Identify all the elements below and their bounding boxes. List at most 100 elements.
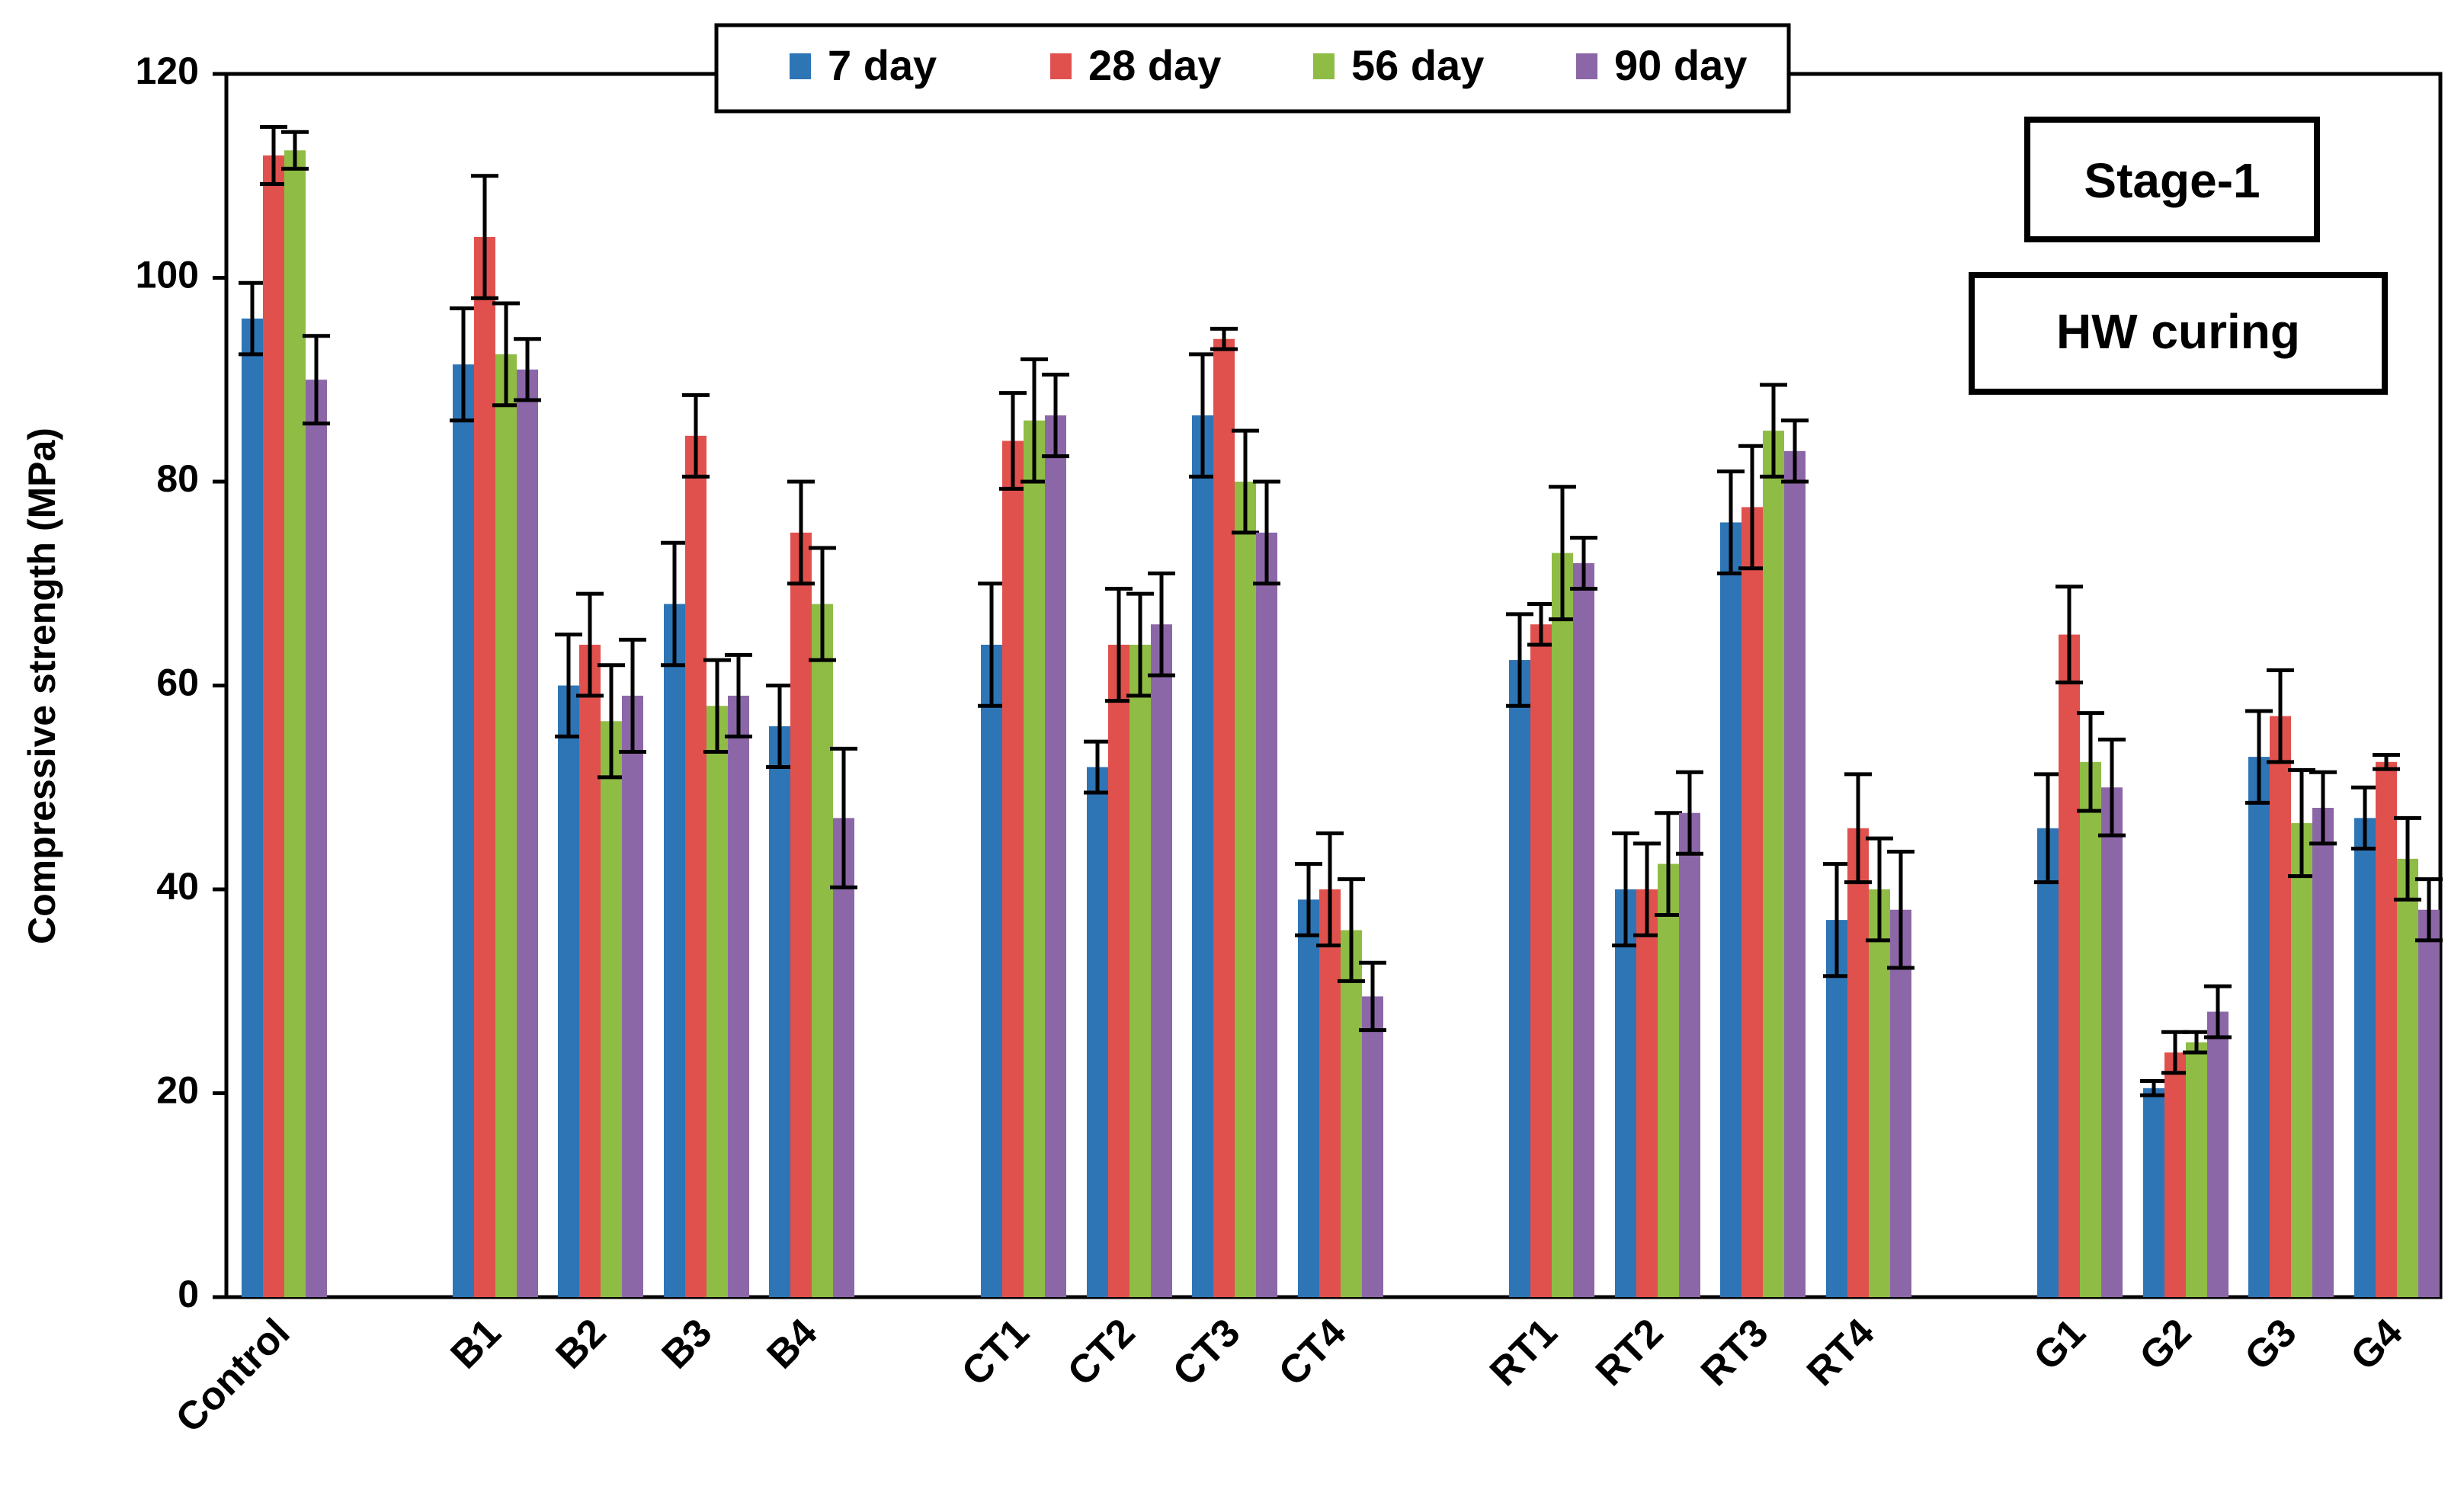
error-bar bbox=[471, 174, 498, 300]
error-bar bbox=[1738, 444, 1766, 571]
error-bar bbox=[1359, 960, 1386, 1033]
bar-group-g1 bbox=[2034, 585, 2126, 1297]
legend-swatch bbox=[1576, 53, 1597, 79]
x-tick-label: B4 bbox=[758, 1310, 825, 1377]
error-bar bbox=[2245, 709, 2273, 805]
bar-rt4-90-day bbox=[1890, 909, 1911, 1297]
bar-g3-28-day bbox=[2270, 716, 2291, 1297]
error-bar bbox=[1570, 536, 1597, 591]
error-bar bbox=[303, 334, 330, 426]
bar-ct4-7-day bbox=[1298, 899, 1319, 1297]
error-bar bbox=[1295, 862, 1322, 937]
bar-g4-56-day bbox=[2397, 858, 2418, 1297]
bar-g4-28-day bbox=[2376, 761, 2397, 1297]
error-bar bbox=[2140, 1078, 2168, 1097]
x-tick-label: CT3 bbox=[1165, 1310, 1248, 1394]
x-tick-label: CT2 bbox=[1059, 1310, 1143, 1394]
bar-ct4-90-day bbox=[1362, 996, 1383, 1297]
legend-label: 90 day bbox=[1614, 41, 1747, 89]
y-tick-label: 120 bbox=[136, 50, 199, 92]
error-bar bbox=[787, 479, 815, 586]
bar-b3-28-day bbox=[685, 435, 707, 1297]
bar-group-rt1 bbox=[1506, 485, 1597, 1297]
error-bar bbox=[1506, 612, 1533, 708]
bar-ct3-7-day bbox=[1192, 415, 1213, 1297]
bar-b1-7-day bbox=[453, 364, 474, 1297]
error-bar bbox=[1527, 602, 1555, 647]
error-bar bbox=[1338, 877, 1365, 983]
bar-b1-56-day bbox=[495, 354, 517, 1297]
bar-b2-56-day bbox=[601, 721, 622, 1297]
legend: 7 day 28 day 56 day 90 day bbox=[714, 23, 1791, 114]
bar-rt1-28-day bbox=[1530, 624, 1552, 1297]
error-bar bbox=[978, 581, 1005, 708]
error-bar bbox=[1253, 479, 1280, 586]
legend-item-28-day: 28 day bbox=[1050, 41, 1221, 89]
bar-b3-7-day bbox=[664, 604, 685, 1297]
y-axis: 0 20 40 60 80 100 120 bbox=[136, 50, 226, 1315]
error-bar bbox=[1823, 862, 1850, 979]
stage-annotation-label: Stage-1 bbox=[2084, 153, 2260, 208]
bar-control-28-day bbox=[263, 155, 284, 1297]
error-bar bbox=[809, 546, 836, 662]
error-bar bbox=[999, 391, 1027, 491]
x-tick-label: RT4 bbox=[1799, 1310, 1883, 1395]
legend-item-7-day: 7 day bbox=[790, 41, 937, 89]
error-bar bbox=[555, 633, 582, 738]
bar-ct2-28-day bbox=[1108, 645, 1129, 1297]
x-tick-label: RT1 bbox=[1482, 1310, 1565, 1394]
bar-rt3-90-day bbox=[1784, 450, 1806, 1297]
bar-b4-28-day bbox=[790, 532, 812, 1297]
bar-rt1-7-day bbox=[1509, 660, 1530, 1297]
y-tick-label: 60 bbox=[156, 662, 199, 704]
error-bar bbox=[703, 658, 731, 754]
bar-g2-7-day bbox=[2143, 1088, 2164, 1297]
bar-ct1-7-day bbox=[981, 645, 1002, 1297]
bar-rt2-28-day bbox=[1636, 889, 1658, 1297]
bar-group-rt4 bbox=[1823, 772, 1914, 1297]
x-tick-label: Control bbox=[168, 1310, 299, 1441]
error-bar bbox=[1232, 428, 1259, 535]
error-bar bbox=[1844, 772, 1872, 885]
error-bar bbox=[1676, 770, 1703, 856]
error-bar bbox=[661, 540, 688, 668]
bar-rt2-90-day bbox=[1679, 812, 1700, 1297]
bar-b2-28-day bbox=[579, 645, 601, 1297]
bar-g4-7-day bbox=[2354, 818, 2376, 1297]
bar-rt4-7-day bbox=[1826, 920, 1847, 1297]
error-bar bbox=[1316, 831, 1344, 948]
bar-b3-90-day bbox=[728, 695, 749, 1297]
error-bar bbox=[2394, 815, 2421, 902]
bar-g3-56-day bbox=[2291, 823, 2312, 1297]
bar-group-g2 bbox=[2140, 984, 2232, 1297]
error-bar bbox=[2415, 877, 2443, 943]
x-tick-label: G2 bbox=[2131, 1310, 2200, 1379]
bar-ct2-90-day bbox=[1151, 624, 1172, 1297]
legend-swatch bbox=[1313, 53, 1335, 79]
bar-b4-90-day bbox=[833, 818, 854, 1297]
x-tick-label: B3 bbox=[653, 1310, 720, 1377]
y-tick-label: 20 bbox=[156, 1069, 199, 1112]
bar-g1-28-day bbox=[2059, 634, 2080, 1297]
error-bar bbox=[619, 637, 646, 754]
bar-control-56-day bbox=[284, 150, 306, 1297]
bar-rt2-7-day bbox=[1615, 889, 1636, 1297]
legend-label: 56 day bbox=[1351, 41, 1484, 89]
bar-ct2-56-day bbox=[1129, 645, 1151, 1297]
error-bar bbox=[1887, 850, 1914, 970]
x-tick-label: CT1 bbox=[953, 1310, 1037, 1394]
error-bar bbox=[2288, 768, 2315, 879]
y-tick-label: 40 bbox=[156, 865, 199, 908]
error-bar bbox=[1189, 352, 1216, 479]
error-bar bbox=[2373, 752, 2400, 771]
bar-rt3-28-day bbox=[1741, 507, 1763, 1297]
error-bar bbox=[1655, 811, 1682, 917]
error-bar bbox=[2077, 711, 2104, 813]
x-tick-label: CT4 bbox=[1270, 1310, 1355, 1395]
x-axis: Control B1 B2 B3 B4 CT1 CT2 CT3 CT4 RT1 RT2 RT3 RT4 G… bbox=[168, 1310, 2411, 1441]
x-tick-label: RT2 bbox=[1588, 1310, 1671, 1394]
bar-g2-90-day bbox=[2207, 1011, 2228, 1297]
y-tick-label: 100 bbox=[136, 254, 199, 296]
legend-swatch bbox=[1050, 53, 1072, 79]
error-bar bbox=[830, 746, 857, 889]
